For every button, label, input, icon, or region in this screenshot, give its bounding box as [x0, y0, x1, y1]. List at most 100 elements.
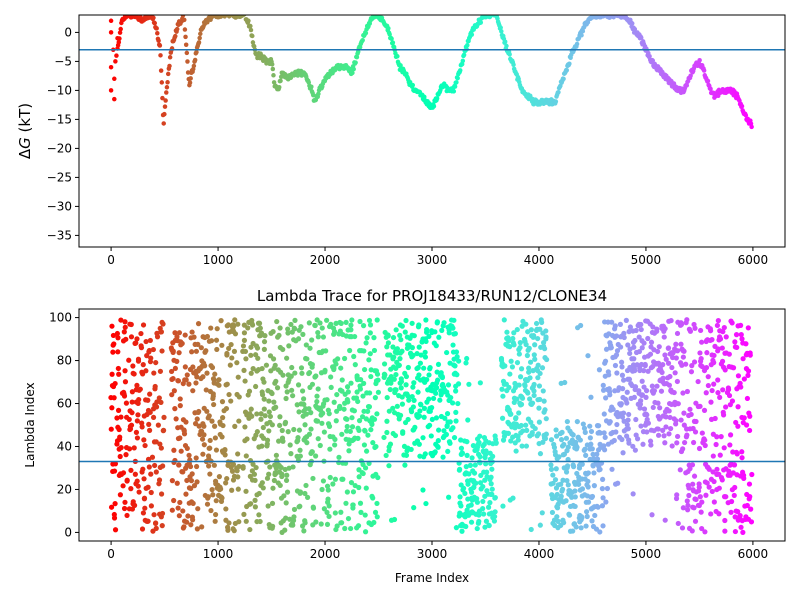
lambda-point	[313, 453, 319, 459]
lambda-point	[466, 381, 472, 387]
lambda-point	[563, 435, 570, 441]
lambda-point	[207, 437, 213, 444]
lambda-point	[442, 415, 448, 421]
lambda-point	[232, 317, 238, 323]
delta-g-point	[185, 59, 190, 64]
lambda-point	[371, 347, 378, 354]
delta-g-point	[159, 80, 165, 85]
lambda-point	[684, 317, 690, 323]
lambda-point	[605, 319, 611, 325]
lambda-point	[514, 326, 520, 333]
lambda-point	[309, 449, 315, 455]
lambda-point	[258, 411, 264, 417]
lambda-point	[194, 526, 200, 532]
lambda-point	[188, 522, 194, 528]
lambda-point	[299, 388, 306, 394]
x-tick-label: 6000	[738, 253, 769, 267]
lambda-point	[384, 429, 390, 436]
lambda-point	[433, 390, 439, 396]
lambda-point	[683, 361, 689, 367]
lambda-point	[140, 466, 146, 472]
lambda-point	[220, 415, 226, 421]
lambda-point	[212, 435, 218, 441]
lambda-point	[476, 512, 482, 518]
delta-g-point	[165, 71, 171, 77]
lambda-point	[243, 356, 249, 362]
lambda-point	[331, 399, 337, 405]
lambda-point	[399, 348, 405, 354]
lambda-point	[579, 486, 586, 492]
lambda-point	[453, 418, 459, 424]
lambda-point	[418, 352, 424, 358]
lambda-point	[474, 525, 480, 532]
lambda-point	[160, 321, 166, 327]
lambda-point	[515, 437, 521, 443]
lambda-point	[617, 321, 623, 327]
delta-g-point	[353, 60, 358, 65]
lambda-point	[708, 399, 714, 405]
lambda-point	[203, 348, 209, 354]
lambda-point	[454, 354, 460, 360]
lambda-point	[352, 362, 358, 368]
lambda-point	[390, 405, 396, 411]
lambda-point	[631, 344, 637, 350]
lambda-point	[524, 427, 530, 433]
delta-g-point	[117, 36, 122, 41]
lambda-point	[709, 337, 715, 343]
lambda-point	[148, 471, 154, 477]
lambda-point	[588, 394, 594, 400]
lambda-point	[410, 352, 416, 358]
lambda-point	[339, 520, 345, 526]
lambda-point	[117, 492, 123, 498]
lambda-point	[213, 498, 219, 504]
lambda-point	[159, 523, 165, 529]
delta-g-point	[574, 41, 580, 47]
lambda-point	[673, 418, 679, 424]
lambda-point	[531, 392, 537, 399]
delta-g-point	[387, 32, 392, 37]
lambda-point	[196, 423, 202, 429]
lambda-point	[391, 354, 397, 360]
lambda-point	[601, 443, 607, 449]
lambda-point	[619, 364, 625, 370]
lambda-point	[463, 464, 469, 470]
lambda-point	[282, 527, 288, 533]
y-tick-label: −35	[47, 228, 72, 242]
delta-g-point	[113, 59, 118, 64]
lambda-point	[436, 427, 442, 433]
lambda-point	[153, 404, 160, 410]
lambda-point	[108, 504, 115, 510]
lambda-point	[297, 503, 303, 509]
lambda-point	[558, 493, 564, 499]
delta-g-point	[478, 20, 484, 25]
lambda-point	[697, 494, 703, 500]
lambda-point	[552, 477, 559, 483]
delta-g-panel: 0 1000 2000 3000 4000 5000 6000 0 −5 −10 −15 −20 −2…	[16, 14, 786, 267]
lambda-point	[481, 511, 487, 517]
lambda-point	[257, 518, 263, 525]
lambda-point	[432, 449, 438, 455]
lambda-point	[588, 428, 595, 435]
lambda-point	[716, 485, 722, 491]
lambda-point	[308, 410, 314, 416]
lambda-point	[349, 415, 355, 421]
lambda-point	[645, 420, 652, 426]
lambda-point	[315, 334, 321, 340]
lambda-point	[362, 428, 368, 434]
lambda-point	[236, 519, 242, 525]
lambda-point	[455, 381, 462, 387]
lambda-point	[589, 493, 596, 500]
lambda-point	[705, 374, 711, 380]
lambda-point	[691, 473, 698, 479]
lambda-point	[357, 318, 363, 325]
lambda-point	[207, 471, 213, 477]
lambda-point	[208, 338, 215, 344]
lambda-point	[387, 352, 393, 358]
lambda-point	[312, 322, 318, 329]
lambda-point	[466, 471, 472, 477]
lambda-point	[744, 395, 751, 402]
lambda-point	[717, 394, 723, 401]
lambda-point	[169, 507, 175, 513]
delta-g-point	[451, 89, 457, 94]
delta-g-point	[108, 18, 114, 24]
